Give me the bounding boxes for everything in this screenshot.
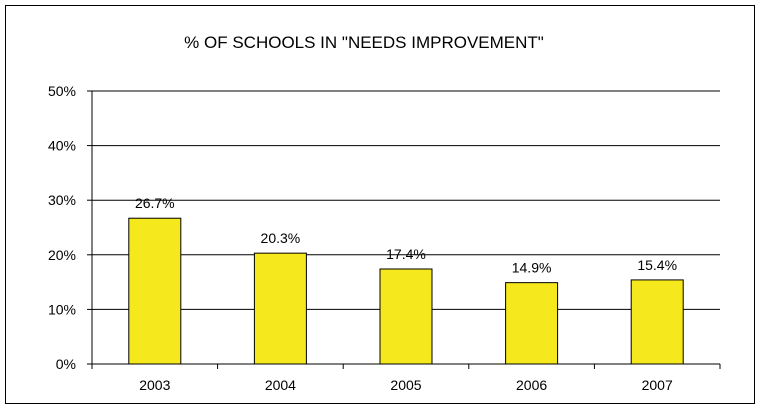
bar-2006 [505,282,559,365]
y-tick-label: 50% [48,83,76,99]
y-tick-label: 30% [48,192,76,208]
data-label-2004: 20.3% [261,230,301,246]
x-tick-label-2004: 2004 [265,377,296,393]
y-tick-label: 10% [48,301,76,317]
chart-title: % OF SCHOOLS IN "NEEDS IMPROVEMENT" [184,33,544,52]
bar-2004 [253,252,307,365]
gridlines [87,90,721,369]
x-tick-label-2007: 2007 [642,377,673,393]
y-tick-label: 40% [48,138,76,154]
x-tick-label-2005: 2005 [390,377,421,393]
data-label-2003: 26.7% [135,195,175,211]
y-tick-label: 20% [48,247,76,263]
bars [128,217,684,365]
y-tick-label: 0% [56,356,76,372]
data-label-2005: 17.4% [386,246,426,262]
data-label-2007: 15.4% [637,257,677,273]
x-tick-label-2003: 2003 [139,377,170,393]
bar-2005 [379,268,433,365]
labels: 0% 10% 20% 30% 40% 50% 26.7% 2003 20.3% 2004 17.4%… [48,83,677,393]
x-tick-label-2006: 2006 [516,377,547,393]
bar-2007 [630,279,684,365]
bar-2003 [128,217,182,365]
data-label-2006: 14.9% [512,260,552,276]
